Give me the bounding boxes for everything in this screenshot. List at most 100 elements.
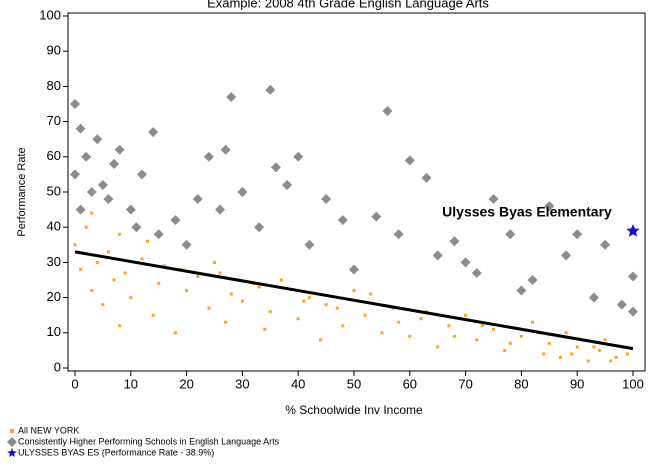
point bbox=[97, 179, 108, 190]
point bbox=[531, 320, 535, 324]
point bbox=[112, 278, 116, 282]
point bbox=[492, 327, 495, 331]
y-tick-label: 100 bbox=[39, 7, 61, 22]
point bbox=[449, 236, 460, 247]
point bbox=[363, 313, 367, 317]
point bbox=[614, 355, 618, 359]
point bbox=[475, 338, 479, 342]
point bbox=[335, 306, 339, 310]
point bbox=[215, 204, 226, 215]
point bbox=[404, 155, 415, 166]
legend-label: ULYSSES BYAS ES (Performance Rate - 38.9… bbox=[18, 447, 214, 457]
point bbox=[270, 162, 281, 173]
point bbox=[527, 275, 538, 285]
point bbox=[146, 239, 150, 243]
point bbox=[224, 320, 228, 324]
point bbox=[254, 222, 265, 233]
point bbox=[421, 172, 432, 183]
point bbox=[101, 303, 105, 307]
point bbox=[464, 313, 468, 317]
point bbox=[173, 331, 177, 335]
point bbox=[432, 250, 443, 261]
x-tick-label: 30 bbox=[235, 376, 249, 391]
point bbox=[349, 264, 359, 275]
point bbox=[380, 331, 384, 335]
point bbox=[598, 348, 602, 352]
point bbox=[75, 204, 86, 215]
point bbox=[341, 324, 345, 328]
x-tick-label: 10 bbox=[124, 376, 138, 391]
point bbox=[542, 352, 546, 356]
x-tick-label: 100 bbox=[622, 376, 644, 391]
point bbox=[586, 359, 590, 363]
point bbox=[265, 84, 276, 95]
point bbox=[564, 331, 568, 335]
x-tick-label: 0 bbox=[71, 376, 78, 391]
point bbox=[86, 187, 97, 197]
legend-marker bbox=[7, 448, 17, 457]
y-tick-label: 80 bbox=[47, 78, 61, 93]
point bbox=[592, 345, 596, 349]
trend-line bbox=[74, 250, 634, 351]
x-tick-label: 60 bbox=[403, 376, 417, 391]
point bbox=[151, 313, 155, 317]
point bbox=[84, 225, 88, 229]
point bbox=[628, 306, 638, 317]
point bbox=[544, 201, 555, 212]
point bbox=[103, 194, 114, 205]
y-tick-label: 10 bbox=[47, 324, 61, 339]
point bbox=[109, 158, 120, 169]
y-tick-label: 0 bbox=[54, 359, 61, 374]
point bbox=[237, 187, 248, 197]
point bbox=[118, 232, 122, 236]
y-tick-label: 60 bbox=[47, 148, 61, 163]
point bbox=[304, 239, 315, 250]
point bbox=[503, 348, 507, 352]
x-axis-label: % Schoolwide Inv Income bbox=[285, 403, 423, 417]
point bbox=[79, 267, 83, 271]
point bbox=[547, 341, 551, 345]
point bbox=[203, 151, 214, 162]
y-axis-label: Performance Rate bbox=[16, 147, 28, 236]
point bbox=[136, 169, 147, 180]
point bbox=[352, 289, 356, 293]
point bbox=[185, 289, 189, 293]
point bbox=[90, 289, 94, 293]
point bbox=[471, 267, 482, 278]
point bbox=[192, 194, 203, 205]
point bbox=[81, 151, 92, 162]
point bbox=[628, 271, 638, 282]
point bbox=[95, 260, 99, 264]
annotation: Ulysses Byas Elementary bbox=[442, 204, 612, 220]
point bbox=[92, 134, 103, 145]
point bbox=[319, 338, 323, 342]
point bbox=[268, 310, 272, 314]
point bbox=[131, 222, 142, 233]
point bbox=[70, 99, 80, 109]
legend-label: All NEW YORK bbox=[18, 425, 79, 435]
point bbox=[73, 243, 77, 247]
point bbox=[218, 271, 222, 275]
point bbox=[282, 179, 293, 190]
point bbox=[296, 317, 300, 321]
point bbox=[70, 169, 80, 180]
point bbox=[321, 194, 332, 205]
point bbox=[625, 352, 629, 356]
point bbox=[561, 250, 572, 261]
point bbox=[575, 345, 579, 349]
y-tick-label: 20 bbox=[47, 289, 61, 304]
point bbox=[419, 317, 423, 321]
point bbox=[307, 296, 311, 300]
point bbox=[106, 250, 110, 254]
point bbox=[324, 303, 328, 307]
point bbox=[626, 224, 640, 237]
point bbox=[570, 352, 574, 356]
point bbox=[447, 324, 451, 328]
point bbox=[181, 239, 192, 250]
point bbox=[148, 127, 159, 138]
x-tick-label: 20 bbox=[179, 376, 193, 391]
point bbox=[519, 334, 523, 338]
chart-title: Example: 2008 4th Grade English Language… bbox=[207, 0, 489, 10]
point bbox=[508, 341, 512, 345]
